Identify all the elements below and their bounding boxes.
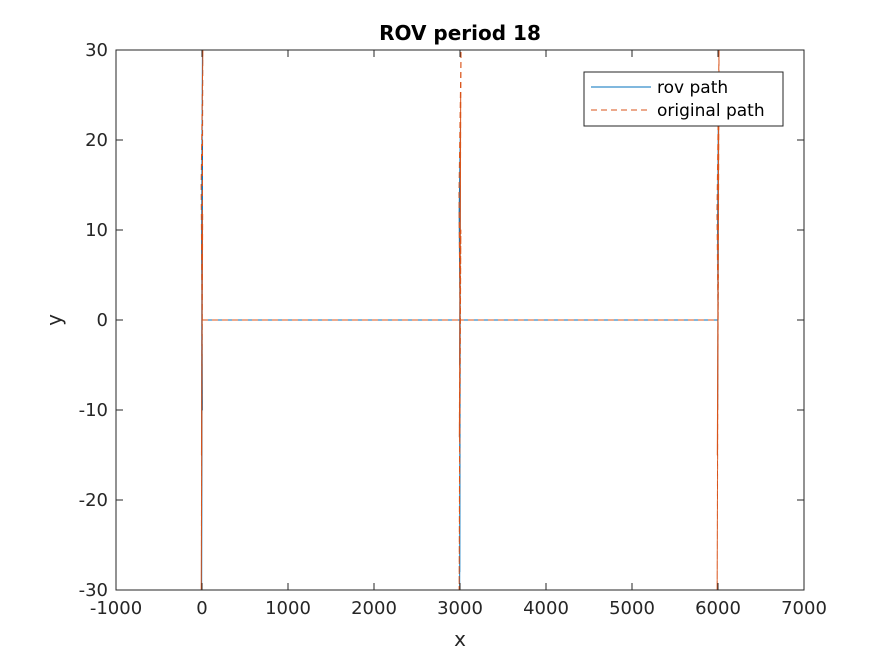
x-tick-label: 7000 (781, 598, 827, 619)
x-tick-label: 1000 (265, 598, 311, 619)
y-axis-label: y (42, 314, 66, 326)
y-tick-label: 0 (97, 310, 108, 331)
x-tick-label: 4000 (523, 598, 569, 619)
y-tick-label: -30 (79, 580, 108, 601)
y-tick-label: -20 (79, 490, 108, 511)
x-axis-label: x (454, 627, 466, 651)
x-tick-label: 3000 (437, 598, 483, 619)
chart-title: ROV period 18 (379, 21, 541, 45)
x-tick-label: 2000 (351, 598, 397, 619)
tick-layer: -1000 0 1000 2000 3000 4000 5000 6000 7000 -30 -20… (79, 40, 827, 619)
legend: rov path original path (583, 71, 784, 127)
y-tick-label: 30 (85, 40, 108, 61)
y-tick-label: -10 (79, 400, 108, 421)
series-layer (200, 49, 720, 591)
x-tick-label: 6000 (695, 598, 741, 619)
series-line-original-path (200, 49, 720, 591)
x-tick-label: 5000 (609, 598, 655, 619)
legend-label-original-path: original path (657, 101, 765, 121)
x-tick-label: -1000 (90, 598, 142, 619)
legend-box (583, 71, 784, 127)
y-tick-label: 20 (85, 130, 108, 151)
legend-label-rov-path: rov path (657, 78, 728, 98)
y-tick-label: 10 (85, 220, 108, 241)
x-tick-label: 0 (196, 598, 207, 619)
